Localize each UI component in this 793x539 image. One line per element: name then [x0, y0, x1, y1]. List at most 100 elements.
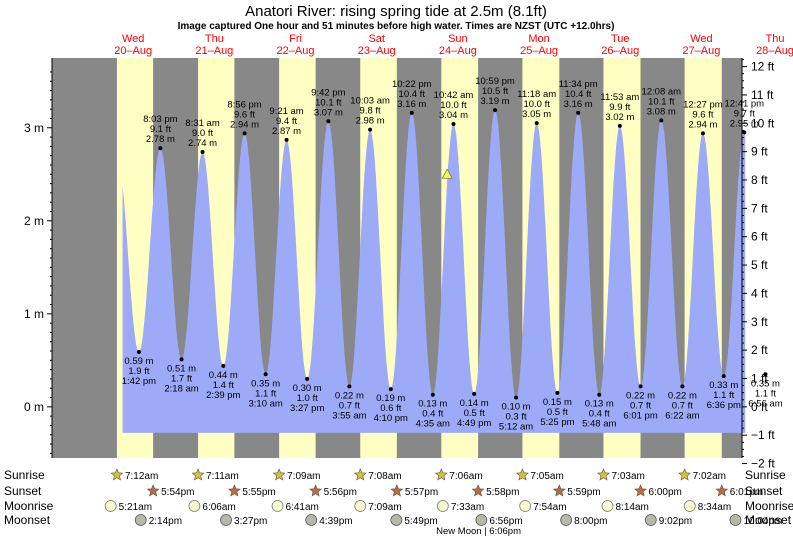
- mrise-time-label: 8:14am: [615, 502, 648, 513]
- tide-m-label: 3.16 m: [564, 99, 593, 110]
- tide-point: [136, 349, 141, 354]
- tide-ft-label: 0.3 ft: [505, 412, 526, 423]
- mrise-time-label: 8:34am: [698, 502, 731, 513]
- tide-point: [555, 390, 560, 395]
- row-label-right: Moonrise: [745, 499, 793, 513]
- tide-m-label: 3.04 m: [439, 110, 468, 121]
- tide-ft-label: 10.1 ft: [648, 96, 675, 107]
- day-weekday: Mon: [528, 33, 549, 45]
- day-weekday: Wed: [690, 33, 712, 45]
- tide-time-label: 12:41 pm: [724, 98, 764, 109]
- tide-time-label: 12:27 pm: [683, 99, 723, 110]
- right-tick-label: −1 ft: [751, 428, 775, 442]
- tide-m-label: 0.22 m: [668, 390, 697, 401]
- tide-time-label: 9:21 am: [269, 106, 303, 117]
- tide-ft-label: 9.4 ft: [276, 116, 297, 127]
- tide-m-label: 0.19 m: [376, 393, 405, 404]
- tide-ft-label: 0.6 ft: [380, 403, 401, 414]
- day-date: 20–Aug: [114, 45, 152, 57]
- rise-time-label: 7:09am: [287, 471, 320, 482]
- right-tick-label: 12 ft: [751, 60, 775, 74]
- tide-ft-label: 10.0 ft: [440, 100, 467, 111]
- tide-time-label: 6:22 am: [665, 410, 699, 421]
- rise-time-label: 7:12am: [125, 471, 158, 482]
- tide-time-label: 11:53 am: [600, 92, 639, 103]
- axes: 0 m1 m2 m3 m−2 ft−1 ft0 ft1 ft2 ft3 ft4 …: [24, 58, 775, 471]
- moonrise-icon: [104, 500, 117, 512]
- rise-time-label: 7:11am: [206, 471, 239, 482]
- left-tick-label: 1 m: [24, 307, 44, 321]
- tide-m-label: 3.19 m: [481, 96, 510, 107]
- mset-time-label: 6:56pm: [489, 516, 522, 527]
- moonrise-icon: [354, 500, 367, 512]
- new-moon-note: New Moon | 6:06pm: [436, 526, 521, 537]
- tide-m-label: 0.35 m: [251, 378, 280, 389]
- tide-time-label: 3:27 pm: [290, 403, 324, 414]
- tide-m-label: 3.08 m: [647, 106, 676, 117]
- rise-time-label: 7:03am: [611, 471, 644, 482]
- moonset-icon: [305, 514, 318, 526]
- sunrise-icon: [191, 468, 205, 481]
- rise-time-label: 7:02am: [693, 471, 726, 482]
- left-tick-label: 0 m: [24, 400, 44, 414]
- tide-labels: 0.59 m1.9 ft1:42 pm 8:03 pm9.1 ft2.78 m 0.…: [122, 76, 783, 432]
- rise-time-label: 7:06am: [449, 471, 482, 482]
- tide-point: [326, 119, 331, 124]
- tide-point: [200, 149, 205, 154]
- moonset-icon: [560, 514, 573, 526]
- tide-point: [514, 395, 519, 400]
- set-time-label: 5:54pm: [161, 487, 194, 498]
- tide-m-label: 0.33 m: [709, 380, 738, 391]
- tide-point: [451, 122, 456, 127]
- sunset-icon: [227, 484, 241, 497]
- day-weekday: Wed: [122, 33, 144, 45]
- tide-time-label: 4:49 pm: [457, 418, 491, 429]
- tide-time-label: 3:55 am: [332, 410, 366, 421]
- tide-m-label: 0.51 m: [167, 363, 196, 374]
- tide-point: [388, 387, 393, 392]
- tide-time-label: 2:18 am: [164, 383, 198, 394]
- tide-m-label: 0.13 m: [585, 399, 614, 410]
- moonrise-icon: [601, 500, 614, 512]
- sunrise-icon: [110, 468, 124, 481]
- set-time-label: 5:55pm: [242, 487, 275, 498]
- tide-ft-label: 10.5 ft: [482, 86, 509, 97]
- day-weekday: Fri: [289, 33, 302, 45]
- tide-time-label: 6:01 pm: [623, 410, 657, 421]
- sunset-icon: [309, 484, 323, 497]
- tide-ft-label: 9.0 ft: [192, 128, 213, 139]
- sunrise-icon: [678, 468, 692, 481]
- tide-time-label: 4:35 am: [416, 419, 450, 430]
- right-tick-label: 9 ft: [751, 145, 768, 159]
- mrise-time-label: 7:09am: [368, 502, 401, 513]
- day-date: 25–Aug: [520, 45, 558, 57]
- moonrise-icon: [271, 500, 284, 512]
- chart-subtitle: Image captured One hour and 51 minutes b…: [178, 21, 615, 32]
- tide-ft-label: 10.4 ft: [399, 89, 426, 100]
- tide-ft-label: 1.1 ft: [713, 390, 734, 401]
- tide-point: [597, 392, 602, 397]
- tide-m-label: 3.05 m: [522, 109, 551, 120]
- sunset-icon: [552, 484, 566, 497]
- set-time-label: 5:59pm: [567, 487, 600, 498]
- tide-time-label: 9:42 pm: [311, 87, 345, 98]
- tide-point: [242, 131, 247, 136]
- sunrise-icon: [272, 468, 286, 481]
- tide-time-label: 5:12 am: [499, 422, 533, 433]
- moonset-icon: [134, 514, 147, 526]
- tide-m-label: 0.22 m: [626, 390, 655, 401]
- set-time-label: 5:58pm: [486, 487, 519, 498]
- rise-time-label: 7:08am: [368, 471, 401, 482]
- tide-time-label: 6:56 am: [748, 398, 782, 409]
- mset-time-label: 9:02pm: [659, 516, 692, 527]
- day-date: 26–Aug: [601, 45, 639, 57]
- tide-point: [534, 121, 539, 126]
- tide-m-label: 0.35 m: [751, 378, 780, 389]
- tide-ft-label: 0.7 ft: [339, 400, 360, 411]
- day-weekday: Sat: [368, 33, 385, 45]
- left-tick-label: 3 m: [24, 121, 44, 135]
- tide-m-label: 0.59 m: [124, 356, 153, 367]
- tide-ft-label: 0.5 ft: [464, 408, 485, 419]
- tide-point: [680, 384, 685, 389]
- moonrise-icon: [188, 500, 201, 512]
